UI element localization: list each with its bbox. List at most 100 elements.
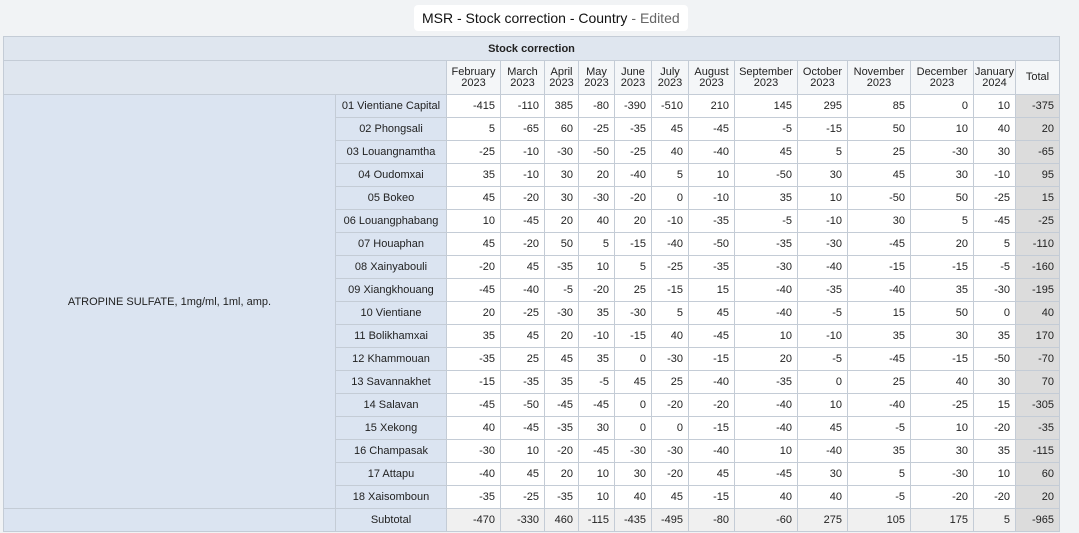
value-cell[interactable]: -45	[688, 117, 735, 141]
value-cell[interactable]: 45	[500, 255, 545, 279]
value-cell[interactable]: 40	[614, 485, 652, 509]
value-cell[interactable]: -15	[797, 117, 848, 141]
value-cell[interactable]: -20	[651, 393, 689, 417]
value-cell[interactable]: -20	[500, 232, 545, 256]
value-cell[interactable]: -45	[578, 439, 615, 463]
value-cell[interactable]: -5	[734, 209, 798, 233]
value-cell[interactable]: 5	[797, 140, 848, 164]
value-cell[interactable]: -10	[500, 140, 545, 164]
value-cell[interactable]: -15	[847, 255, 911, 279]
value-cell[interactable]: -45	[734, 462, 798, 486]
value-cell[interactable]: 15	[973, 393, 1016, 417]
value-cell[interactable]: 0	[614, 347, 652, 371]
value-cell[interactable]: 40	[734, 485, 798, 509]
value-cell[interactable]: -45	[578, 393, 615, 417]
value-cell[interactable]: 45	[500, 324, 545, 348]
value-cell[interactable]: -20	[910, 485, 974, 509]
value-cell[interactable]: -30	[614, 439, 652, 463]
value-cell[interactable]: 40	[910, 370, 974, 394]
value-cell[interactable]: 5	[973, 232, 1016, 256]
value-cell[interactable]: -45	[544, 393, 579, 417]
value-cell[interactable]: -50	[973, 347, 1016, 371]
value-cell[interactable]: -40	[688, 140, 735, 164]
value-cell[interactable]: 25	[614, 278, 652, 302]
value-cell[interactable]: -25	[446, 140, 501, 164]
value-cell[interactable]: 10	[973, 94, 1016, 118]
value-cell[interactable]: 45	[614, 370, 652, 394]
value-cell[interactable]: 35	[973, 439, 1016, 463]
value-cell[interactable]: -35	[446, 485, 501, 509]
value-cell[interactable]: 30	[973, 370, 1016, 394]
value-cell[interactable]: 50	[544, 232, 579, 256]
value-cell[interactable]: 40	[651, 324, 689, 348]
value-cell[interactable]: -40	[847, 278, 911, 302]
value-cell[interactable]: -25	[651, 255, 689, 279]
value-cell[interactable]: 40	[446, 416, 501, 440]
value-cell[interactable]: -5	[847, 416, 911, 440]
value-cell[interactable]: -30	[797, 232, 848, 256]
value-cell[interactable]: 5	[651, 301, 689, 325]
value-cell[interactable]: -110	[500, 94, 545, 118]
value-cell[interactable]: -15	[688, 485, 735, 509]
value-cell[interactable]: 25	[500, 347, 545, 371]
value-cell[interactable]: 30	[578, 416, 615, 440]
value-cell[interactable]: 35	[544, 370, 579, 394]
value-cell[interactable]: -35	[734, 370, 798, 394]
value-cell[interactable]: 20	[544, 462, 579, 486]
value-cell[interactable]: -25	[500, 485, 545, 509]
value-cell[interactable]: 30	[973, 140, 1016, 164]
value-cell[interactable]: 20	[614, 209, 652, 233]
value-cell[interactable]: 20	[578, 163, 615, 187]
value-cell[interactable]: 5	[446, 117, 501, 141]
value-cell[interactable]: 20	[544, 324, 579, 348]
value-cell[interactable]: -5	[847, 485, 911, 509]
value-cell[interactable]: -15	[688, 347, 735, 371]
value-cell[interactable]: -45	[688, 324, 735, 348]
value-cell[interactable]: -40	[614, 163, 652, 187]
value-cell[interactable]: 0	[910, 94, 974, 118]
value-cell[interactable]: 30	[797, 462, 848, 486]
value-cell[interactable]: -20	[500, 186, 545, 210]
value-cell[interactable]: 30	[910, 324, 974, 348]
value-cell[interactable]: -40	[797, 439, 848, 463]
value-cell[interactable]: 15	[847, 301, 911, 325]
value-cell[interactable]: -10	[578, 324, 615, 348]
value-cell[interactable]: -35	[544, 416, 579, 440]
value-cell[interactable]: -5	[797, 301, 848, 325]
value-cell[interactable]: -30	[544, 301, 579, 325]
value-cell[interactable]: -30	[910, 462, 974, 486]
value-cell[interactable]: -15	[614, 324, 652, 348]
value-cell[interactable]: -40	[688, 439, 735, 463]
value-cell[interactable]: -50	[500, 393, 545, 417]
value-cell[interactable]: 30	[847, 209, 911, 233]
value-cell[interactable]: -20	[688, 393, 735, 417]
value-cell[interactable]: -5	[734, 117, 798, 141]
value-cell[interactable]: -65	[500, 117, 545, 141]
value-cell[interactable]: 20	[446, 301, 501, 325]
value-cell[interactable]: 35	[847, 439, 911, 463]
value-cell[interactable]: 0	[614, 416, 652, 440]
value-cell[interactable]: -15	[910, 347, 974, 371]
value-cell[interactable]: -25	[500, 301, 545, 325]
value-cell[interactable]: 15	[688, 278, 735, 302]
value-cell[interactable]: -35	[797, 278, 848, 302]
value-cell[interactable]: 0	[973, 301, 1016, 325]
value-cell[interactable]: 35	[734, 186, 798, 210]
value-cell[interactable]: -10	[797, 209, 848, 233]
value-cell[interactable]: -50	[847, 186, 911, 210]
value-cell[interactable]: -20	[973, 416, 1016, 440]
value-cell[interactable]: -510	[651, 94, 689, 118]
value-cell[interactable]: -40	[847, 393, 911, 417]
value-cell[interactable]: 20	[734, 347, 798, 371]
value-cell[interactable]: -15	[614, 232, 652, 256]
value-cell[interactable]: 45	[500, 462, 545, 486]
value-cell[interactable]: 50	[910, 301, 974, 325]
value-cell[interactable]: 35	[446, 163, 501, 187]
value-cell[interactable]: -20	[544, 439, 579, 463]
value-cell[interactable]: 10	[797, 186, 848, 210]
value-cell[interactable]: -15	[910, 255, 974, 279]
value-cell[interactable]: -25	[578, 117, 615, 141]
value-cell[interactable]: -20	[614, 186, 652, 210]
value-cell[interactable]: 45	[734, 140, 798, 164]
value-cell[interactable]: -30	[734, 255, 798, 279]
